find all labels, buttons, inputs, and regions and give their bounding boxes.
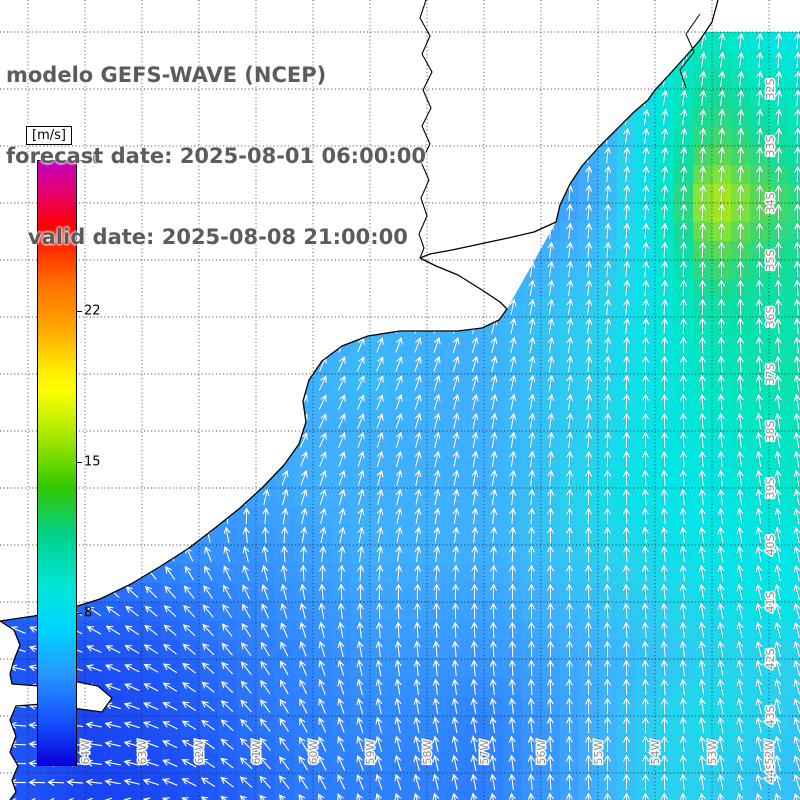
colorbar-gradient [37,160,77,766]
lat-axis-label: 38S [764,420,777,441]
lat-axis-label: 34S [764,192,777,213]
lon-axis-label: 56W [535,739,548,764]
colorbar-tick [76,462,82,463]
lat-axis-label: 32S [764,78,777,99]
lagoon-line [679,13,701,89]
lon-axis-label: 54W [649,739,662,764]
lon-axis-label: 55W [592,739,605,764]
lon-axis-label: 59W [364,739,377,764]
lon-axis-label: 61W [250,739,263,764]
lon-axis-label: 58W [421,739,434,764]
colorbar-panel: [m/s] 30 22 15 8 [24,126,134,776]
land-fill [0,0,718,800]
colorbar-tick [76,613,82,614]
estuary-fill [420,222,556,309]
colorbar-tick-label: 22 [84,303,101,319]
colorbar-tick-label: 8 [84,605,93,621]
axis-labels-layer: 32S 33S 34S 35S 36S 37S 38S 39S 40S 41S 42S 43S 44S 6… [77,77,778,785]
lat-axis-label: 37S [764,363,777,384]
lat-axis-label: 39S [764,477,777,498]
coastline-layer [0,0,719,800]
valid-date-line: valid date: 2025-08-08 21:00:00 [6,225,408,249]
lon-axis-label: 62W [193,739,206,764]
lat-axis-label: 44S [764,762,777,783]
lon-axis-label: 57W [478,739,491,764]
lon-axis-label: 60W [307,739,320,764]
lat-axis-label: 35S [764,249,777,270]
colorbar-tick [76,311,82,312]
model-title: modelo GEFS-WAVE (NCEP) [6,63,327,87]
lat-axis-label: 43S [764,705,777,726]
lat-axis-label: 41S [764,591,777,612]
lat-axis-label: 33S [764,135,777,156]
colorbar-tick [76,160,82,161]
lat-axis-label: 40S [764,534,777,555]
colorbar-tick-label: 30 [84,152,101,168]
uruguay-river-line [418,0,433,259]
lat-axis-label: 36S [764,306,777,327]
colorbar-tick-label: 15 [84,454,101,470]
forecast-date-line: forecast date: 2025-08-01 06:00:00 [6,144,426,168]
lon-axis-label: 64W [79,739,92,764]
lon-axis-label: 52W [763,739,776,764]
lat-axis-label: 42S [764,648,777,669]
lon-axis-label: 63W [136,739,149,764]
title-block: modelo GEFS-WAVE (NCEP) forecast date: 2… [6,8,426,305]
lon-axis-label: 53W [706,739,719,764]
coastline [0,0,719,800]
colorbar-unit-label: [m/s] [26,126,72,145]
